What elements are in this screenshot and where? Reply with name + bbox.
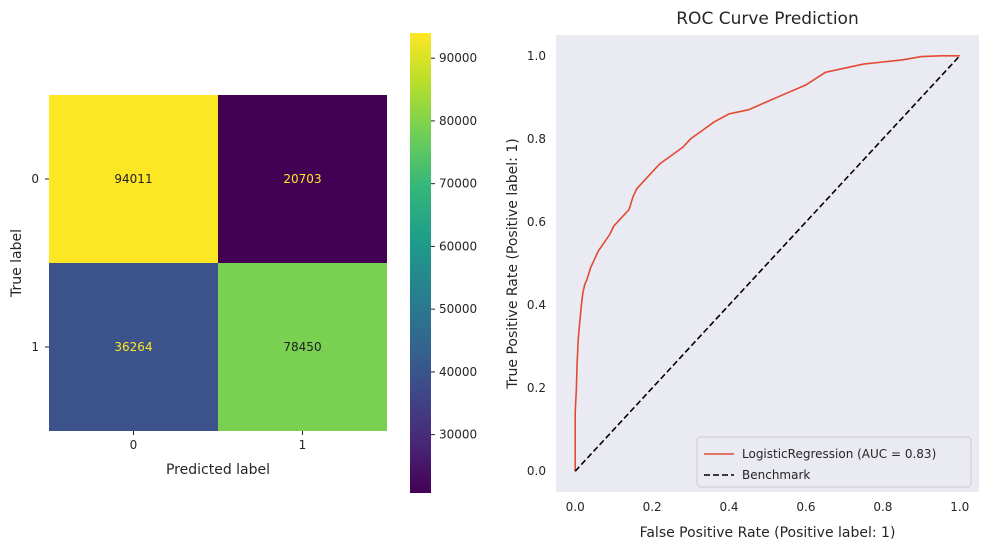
y-tick-label: 0.2 — [527, 381, 546, 395]
colorbar-ramp — [410, 33, 431, 493]
matrix-cell — [49, 95, 218, 263]
y-tick-label: 1 — [31, 340, 39, 354]
legend-label: LogisticRegression (AUC = 0.83) — [742, 447, 936, 461]
legend-box — [696, 436, 972, 488]
matrix-cell — [218, 263, 387, 431]
confusion-matrix-chart: 94011 20703 36264 78450 0 1 0 1 Predicted label T… — [9, 95, 387, 478]
matrix-cells: 94011 20703 36264 78450 — [49, 95, 387, 431]
cell-value: 94011 — [114, 172, 152, 186]
colorbar-tick-label: 90000 — [439, 51, 477, 65]
x-tick-label: 0.8 — [873, 500, 892, 514]
y-tick-label: 0.4 — [527, 298, 546, 312]
x-tick-label: 1 — [299, 438, 307, 452]
colorbar-tick-label: 50000 — [439, 302, 477, 316]
chart-title: ROC Curve Prediction — [676, 9, 858, 29]
legend: LogisticRegression (AUC = 0.83) Benchmark — [696, 436, 972, 488]
colorbar-tick-label: 40000 — [439, 365, 477, 379]
x-axis-label: Predicted label — [166, 462, 270, 478]
cell-value: 36264 — [114, 340, 152, 354]
colorbar-tick-label: 30000 — [439, 428, 477, 442]
cell-value: 20703 — [283, 172, 321, 186]
roc-curve-chart: 0.0 0.2 0.4 0.6 0.8 1.0 0.0 0.2 0.4 0.6 0.8 1.0 ROC … — [505, 9, 979, 541]
matrix-cell — [49, 263, 218, 431]
benchmark-line — [574, 55, 961, 472]
roc-curve-line — [574, 55, 960, 472]
y-tick-label: 0.8 — [527, 132, 546, 146]
matrix-cell — [218, 95, 387, 263]
x-tick-label: 0.0 — [566, 500, 585, 514]
colorbar-tick-label: 70000 — [439, 177, 477, 191]
x-tick-label: 0.2 — [643, 500, 662, 514]
colorbar-tick-label: 60000 — [439, 239, 477, 253]
x-tick-label: 0.6 — [796, 500, 815, 514]
legend-label: Benchmark — [742, 468, 810, 482]
x-tick-label: 0.4 — [719, 500, 738, 514]
x-tick-label: 0 — [130, 438, 138, 452]
y-tick-label: 0 — [31, 172, 39, 186]
colorbar: 30000 40000 50000 60000 70000 80000 90000 — [410, 33, 477, 493]
y-tick-label: 1.0 — [527, 49, 546, 63]
x-axis-label: False Positive Rate (Positive label: 1) — [640, 525, 896, 541]
y-tick-label: 0.6 — [527, 215, 546, 229]
x-tick-label: 1.0 — [950, 500, 969, 514]
y-axis-label: True Positive Rate (Positive label: 1) — [505, 138, 521, 389]
cell-value: 78450 — [283, 340, 321, 354]
colorbar-tick-label: 80000 — [439, 114, 477, 128]
y-tick-label: 0.0 — [527, 464, 546, 478]
y-axis-label: True label — [9, 229, 25, 298]
